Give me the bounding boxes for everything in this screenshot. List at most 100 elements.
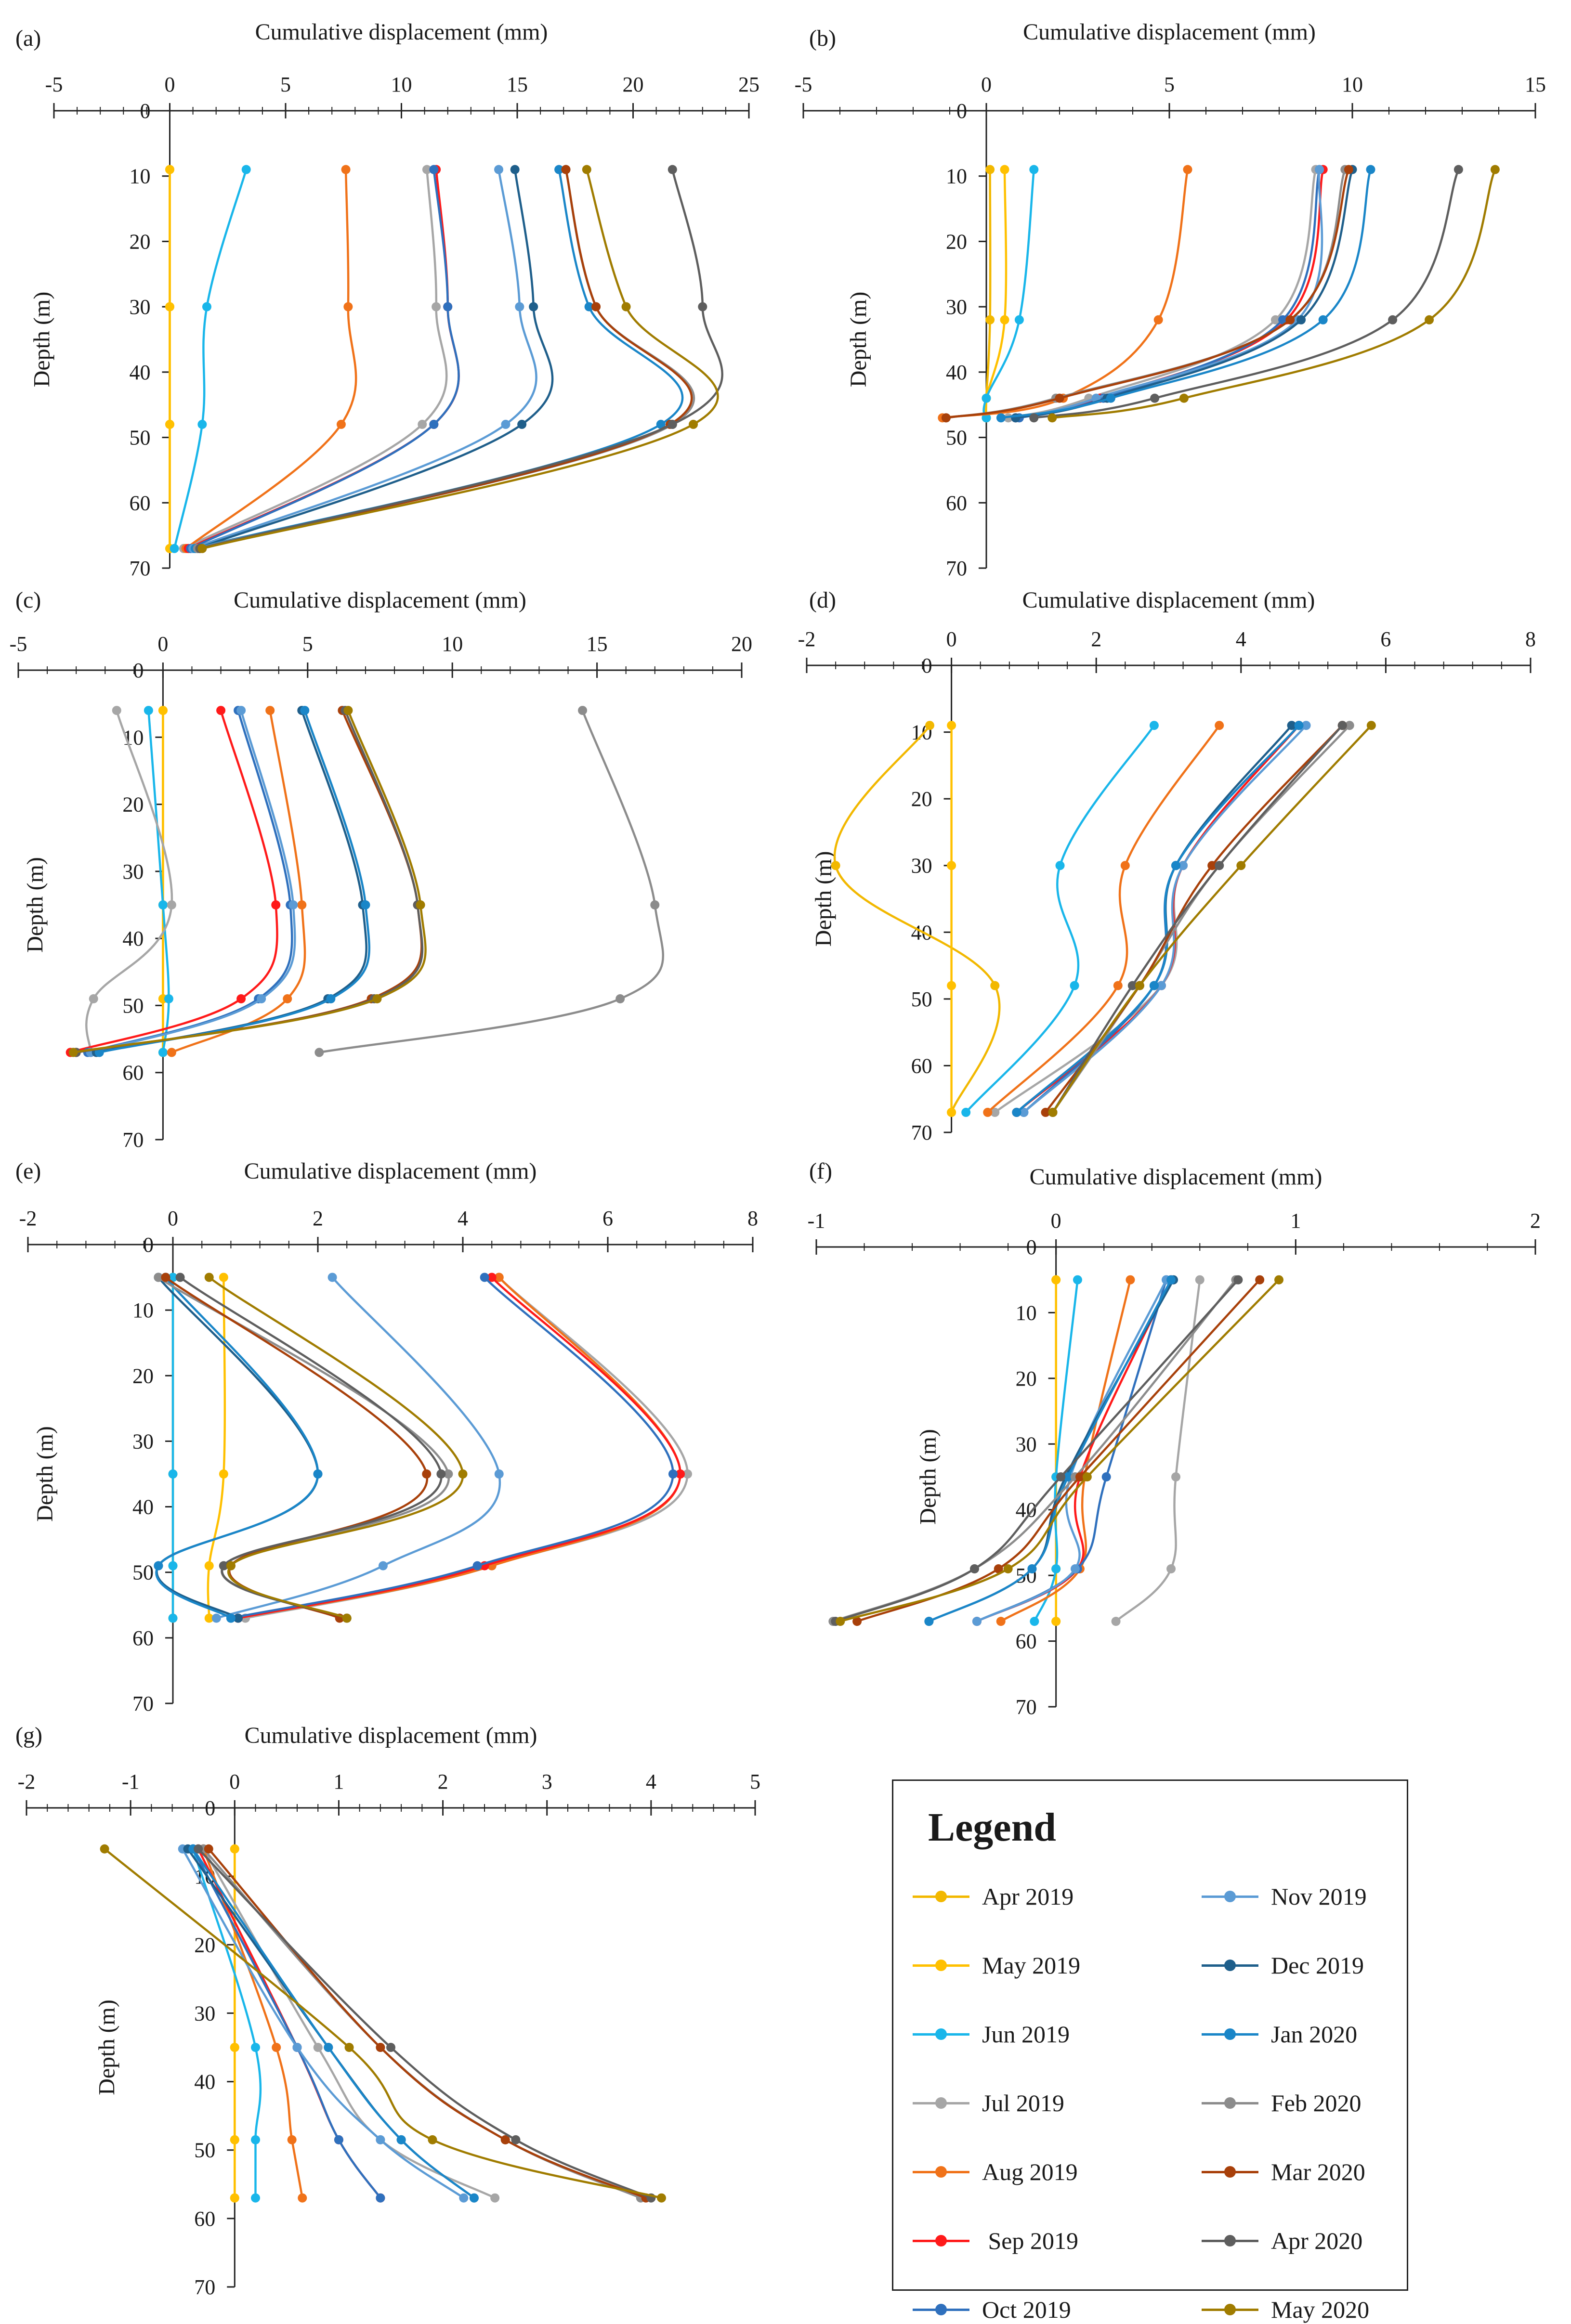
- data-point: [361, 900, 370, 909]
- data-point: [341, 165, 351, 174]
- y-tick-label: 20: [122, 793, 144, 817]
- series-line-aug-2019: [185, 169, 357, 550]
- data-point: [168, 1613, 178, 1623]
- legend-item: Dec 2019: [1202, 1951, 1364, 1980]
- data-point: [422, 1469, 432, 1479]
- data-point: [1047, 413, 1057, 423]
- series-line-feb-2020: [319, 710, 665, 1054]
- data-point: [1425, 315, 1434, 325]
- data-point: [1027, 1564, 1037, 1573]
- data-point: [1296, 315, 1306, 325]
- data-point: [983, 1107, 993, 1117]
- y-tick-label: 60: [132, 1626, 154, 1650]
- data-point: [313, 2043, 323, 2052]
- data-point: [334, 2135, 343, 2144]
- data-point: [175, 1272, 185, 1282]
- data-point: [165, 302, 174, 312]
- legend-swatch-icon: [913, 1951, 969, 1980]
- data-point: [1135, 981, 1144, 990]
- data-point: [698, 302, 707, 312]
- y-tick-label: 70: [1016, 1695, 1037, 1719]
- y-tick-label: 50: [130, 426, 151, 450]
- x-tick-label: 0: [981, 73, 992, 96]
- data-point: [668, 165, 677, 174]
- y-tick-label: 20: [1016, 1367, 1037, 1390]
- data-point: [1236, 861, 1246, 870]
- data-point: [204, 1613, 214, 1623]
- legend-swatch-icon: [913, 2157, 969, 2186]
- data-point: [1153, 315, 1163, 325]
- data-point: [216, 706, 226, 715]
- legend-swatch-icon: [1202, 2020, 1258, 2049]
- data-point: [112, 706, 121, 715]
- chart-panel-d: (d) Cumulative displacement (mm)-2 0 2 4 6 801…: [798, 587, 1536, 1144]
- series-line-may-2020: [104, 1848, 662, 2199]
- x-tick-label: 25: [738, 73, 759, 96]
- data-point: [1030, 1617, 1039, 1626]
- y-tick-label: 0: [205, 1796, 215, 1820]
- x-tick-label: 15: [507, 73, 528, 96]
- legend-label: Apr 2019: [982, 1883, 1074, 1910]
- data-point: [1270, 315, 1280, 325]
- y-axis-title: Depth (m): [32, 1426, 58, 1522]
- x-tick-label: 8: [1525, 627, 1536, 651]
- data-point: [1278, 315, 1288, 325]
- data-point: [432, 302, 441, 312]
- x-tick-label: 6: [602, 1207, 613, 1230]
- panel-label: (e): [15, 1158, 41, 1184]
- data-point: [1150, 393, 1160, 403]
- data-point: [1149, 721, 1159, 730]
- chart-panel-g: (g) Cumulative displacement (mm) -2 -1 0 1 2 3 4…: [15, 1723, 760, 2299]
- x-tick-label: 5: [750, 1770, 760, 1793]
- legend-box: Legend Apr 2019 May 2019 Jun 2019 Jul 2019 A…: [892, 1779, 1408, 2323]
- data-point: [1070, 1564, 1080, 1573]
- panel-label: (f): [809, 1158, 832, 1184]
- panel-label: (c): [15, 587, 41, 613]
- data-point: [469, 2193, 479, 2203]
- data-point: [1301, 721, 1311, 730]
- y-tick-label: 50: [911, 987, 932, 1011]
- data-point: [300, 706, 310, 715]
- data-point: [396, 2135, 406, 2144]
- chart-panel-b: (b) Cumulative displacement (mm) -5 0 5 10 15 0…: [795, 19, 1546, 580]
- data-point: [490, 2193, 500, 2203]
- data-point: [272, 2043, 281, 2052]
- y-tick-label: 70: [122, 1128, 144, 1152]
- data-point: [1490, 165, 1500, 174]
- y-tick-label: 0: [956, 99, 967, 123]
- data-point: [376, 2043, 385, 2052]
- data-point: [226, 1613, 236, 1623]
- y-tick-label: 60: [1016, 1630, 1037, 1653]
- data-point: [1111, 1617, 1121, 1626]
- series-line-jul-2019: [202, 1848, 496, 2199]
- data-point: [1166, 1275, 1176, 1285]
- x-tick-label: 2: [1530, 1209, 1541, 1233]
- x-tick-label: 6: [1380, 627, 1391, 651]
- x-axis-title: Cumulative displacement (mm): [1023, 19, 1316, 45]
- data-point: [1274, 1275, 1283, 1285]
- chart-panel-a: (a) Cumulative displacement (mm) -5 0 5 10 15 2…: [15, 19, 759, 580]
- legend-label: Jun 2019: [982, 2021, 1070, 2048]
- data-point: [591, 302, 601, 312]
- y-tick-label: 30: [194, 2001, 215, 2025]
- series-line-oct-2019: [230, 1276, 674, 1620]
- data-point: [554, 165, 564, 174]
- series-line-apr-2020: [835, 1279, 1239, 1623]
- chart-panel-c: (c) Cumulative displacement (mm) -5 0 5 10 15 2…: [10, 587, 752, 1152]
- data-point: [1285, 315, 1295, 325]
- data-point: [996, 413, 1006, 423]
- data-point: [1287, 721, 1296, 730]
- data-point: [376, 2193, 385, 2203]
- data-point: [668, 419, 677, 429]
- data-point: [511, 2135, 521, 2144]
- data-point: [422, 165, 432, 174]
- data-point: [472, 1561, 482, 1571]
- data-point: [292, 2043, 302, 2052]
- legend-label: Jul 2019: [982, 2090, 1064, 2116]
- data-point: [990, 1107, 1000, 1117]
- data-point: [204, 1561, 214, 1571]
- series-line-sep-2019: [1016, 725, 1300, 1114]
- data-point: [947, 981, 956, 990]
- data-point: [985, 315, 995, 325]
